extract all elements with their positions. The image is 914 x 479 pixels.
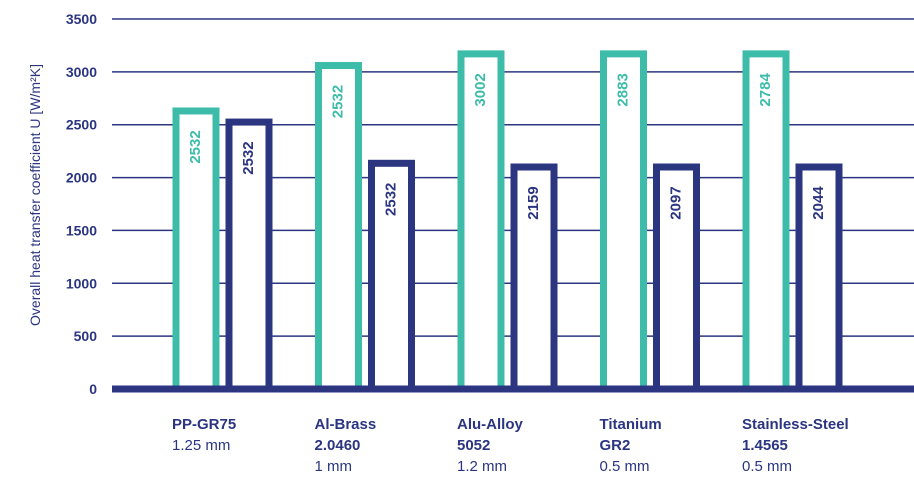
y-tick-label: 0 — [89, 381, 97, 397]
y-tick-label: 1500 — [66, 222, 97, 238]
category-label-name: Stainless-Steel — [742, 416, 849, 433]
category-label-grade: 1.4565 — [742, 437, 788, 454]
data-label: 2883 — [614, 73, 631, 106]
category-label-grade: 5052 — [457, 437, 490, 454]
data-label: 2159 — [525, 186, 542, 219]
bar — [795, 163, 843, 393]
bar — [225, 118, 273, 393]
y-tick-label: 2000 — [66, 170, 97, 186]
data-label: 2532 — [240, 141, 257, 174]
data-label: 2097 — [667, 186, 684, 219]
bar — [653, 163, 700, 393]
category-label-thickness: 1.2 mm — [457, 458, 507, 475]
y-tick-label: 3500 — [66, 11, 97, 27]
data-label: 2044 — [810, 186, 827, 220]
bars: 2532 2532 2532 2532 3002 2159 2883 2097 2784 2044 — [172, 50, 843, 393]
category-label-name: Alu-Alloy — [457, 416, 523, 433]
data-label: 2532 — [382, 183, 399, 216]
category-label-grade: GR2 — [600, 437, 631, 454]
data-label: 2532 — [329, 85, 346, 118]
y-tick-label: 500 — [74, 328, 98, 344]
category-label-name: PP-GR75 — [172, 416, 236, 433]
y-tick-label: 3000 — [66, 64, 97, 80]
y-axis-label: Overall heat transfer coefficient U [W/m… — [27, 64, 43, 326]
data-label: 2784 — [757, 73, 774, 107]
category-label-thickness: 0.5 mm — [600, 458, 650, 475]
y-tick-label: 1000 — [66, 275, 97, 291]
category-label-thickness: 1.25 mm — [172, 437, 230, 454]
category-label-name: Titanium — [600, 416, 662, 433]
bar — [315, 62, 362, 393]
y-axis-ticks: 0 500 1000 1500 2000 2500 3000 3500 — [66, 11, 97, 397]
category-label-name: Al-Brass — [315, 416, 377, 433]
category-label-thickness: 1 mm — [315, 458, 353, 475]
category-label-grade: 2.0460 — [315, 437, 361, 454]
category-labels: PP-GR75 1.25 mm Al-Brass 2.0460 1 mm Alu-Allo… — [172, 416, 849, 475]
bar — [510, 163, 558, 393]
data-label: 3002 — [472, 73, 489, 106]
y-tick-label: 2500 — [66, 117, 97, 133]
category-label-thickness: 0.5 mm — [742, 458, 792, 475]
data-label: 2532 — [187, 130, 204, 163]
